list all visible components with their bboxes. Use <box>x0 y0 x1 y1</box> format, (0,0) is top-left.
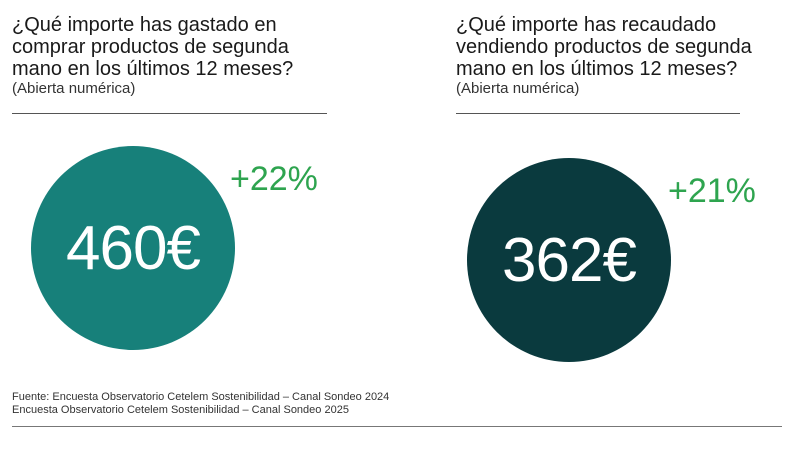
left-question-text: ¿Qué importe has gastado en comprar prod… <box>12 14 294 80</box>
right-divider <box>456 113 740 114</box>
right-change: +21% <box>668 172 756 210</box>
source-line-2: Encuesta Observatorio Cetelem Sostenibil… <box>12 404 349 416</box>
source-line-1: Fuente: Encuesta Observatorio Cetelem So… <box>12 391 390 403</box>
footer-divider <box>12 426 782 427</box>
right-question-note: (Abierta numérica) <box>456 80 580 97</box>
right-question-text: ¿Qué importe has recaudado vendiendo pro… <box>456 14 752 80</box>
left-change: +22% <box>230 160 318 198</box>
source-note: Fuente: Encuesta Observatorio Cetelem So… <box>12 391 389 417</box>
left-value: 460€ <box>66 213 201 283</box>
left-question-note: (Abierta numérica) <box>12 80 136 97</box>
right-value: 362€ <box>502 225 637 295</box>
left-question: ¿Qué importe has gastado en comprar prod… <box>12 14 312 98</box>
left-divider <box>12 113 327 114</box>
right-value-circle: 362€ <box>467 158 671 362</box>
right-question: ¿Qué importe has recaudado vendiendo pro… <box>456 14 756 98</box>
left-value-circle: 460€ <box>31 146 235 350</box>
